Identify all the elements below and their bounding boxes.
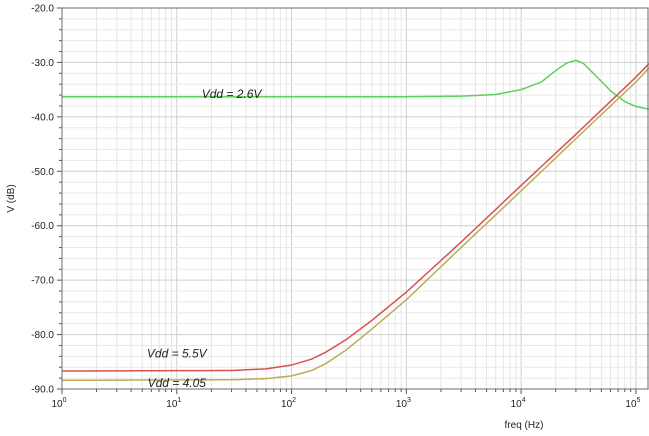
y-tick-label: -60.0 [31, 221, 54, 232]
x-axis-label: freq (Hz) [505, 420, 544, 431]
y-tick-label: -90.0 [31, 385, 54, 396]
y-tick-label: -70.0 [31, 276, 54, 287]
x-tick-label: 103 [396, 397, 411, 410]
plot-background [62, 8, 649, 389]
series-labels: Vdd = 2.6V Vdd = 5.5V Vdd = 4.05 [147, 87, 262, 390]
y-axis-label: V (dB) [6, 184, 17, 212]
y-tick-label: -20.0 [31, 4, 54, 15]
plot-frame [61, 7, 649, 390]
series-label-2: Vdd = 4.05 [148, 376, 207, 390]
series-lines [61, 59, 649, 382]
x-tick-label: 101 [166, 397, 181, 410]
series-line-0 [62, 59, 649, 110]
series-line-2 [61, 67, 649, 382]
y-tick-label: -50.0 [31, 167, 54, 178]
x-tick-label: 102 [281, 397, 296, 410]
grid [61, 7, 649, 390]
x-tick-label: 105 [625, 397, 640, 410]
series-label-0: Vdd = 2.6V [202, 87, 263, 101]
series-line-1 [61, 62, 649, 372]
y-tick-label: -80.0 [31, 330, 54, 341]
x-tick-label: 104 [511, 397, 526, 410]
x-tick-label: 100 [51, 397, 66, 410]
y-tick-label: -40.0 [31, 112, 54, 123]
y-tick-label: -30.0 [31, 58, 54, 69]
series-label-1: Vdd = 5.5V [147, 346, 208, 360]
